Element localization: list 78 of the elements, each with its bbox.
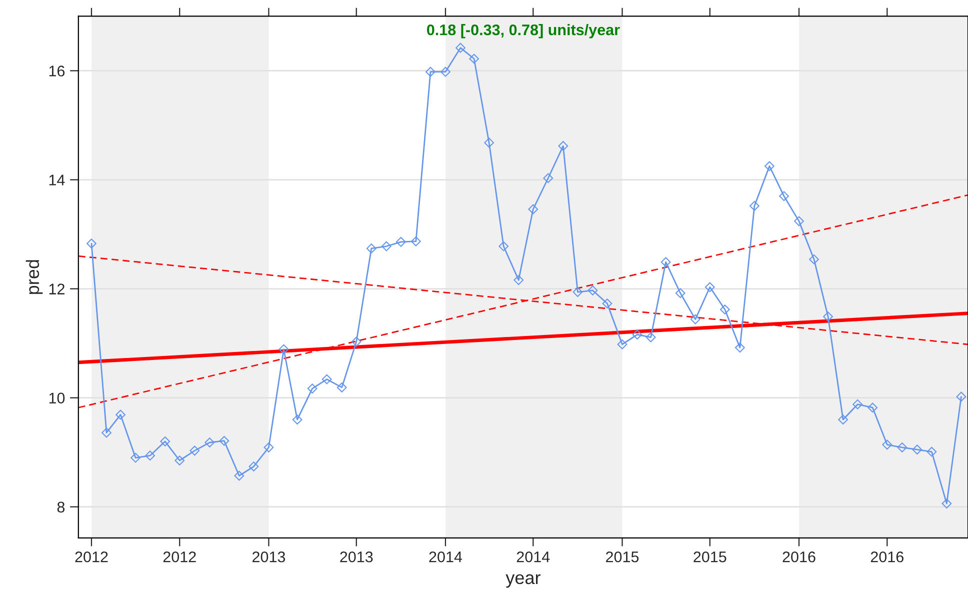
x-tick-label: 2014 bbox=[516, 551, 550, 562]
y-tick-label: 14 bbox=[49, 174, 65, 186]
x-tick-label: 2013 bbox=[340, 551, 373, 562]
point bbox=[572, 287, 583, 297]
point bbox=[734, 342, 745, 353]
point bbox=[498, 241, 509, 252]
point bbox=[809, 254, 819, 264]
point bbox=[675, 288, 686, 298]
x-tick-label: 2015 bbox=[606, 551, 639, 562]
point bbox=[690, 314, 700, 324]
point bbox=[602, 298, 612, 308]
point bbox=[794, 216, 804, 226]
point bbox=[264, 442, 274, 452]
point bbox=[204, 438, 215, 448]
point bbox=[838, 414, 848, 425]
y-axis-title: pred bbox=[26, 260, 43, 294]
x-axis-title: year bbox=[506, 574, 540, 588]
point bbox=[116, 410, 126, 420]
point bbox=[307, 384, 318, 394]
point bbox=[558, 141, 568, 151]
point bbox=[897, 442, 908, 452]
point bbox=[779, 191, 789, 202]
x-tick-label: 2013 bbox=[252, 551, 286, 562]
point bbox=[381, 241, 392, 252]
point bbox=[336, 382, 347, 392]
point bbox=[543, 173, 554, 184]
y-tick-label: 10 bbox=[49, 392, 65, 404]
point bbox=[130, 452, 140, 463]
point bbox=[660, 257, 671, 268]
point bbox=[704, 282, 715, 292]
x-tick-label: 2014 bbox=[429, 551, 462, 562]
point bbox=[942, 498, 952, 508]
point bbox=[174, 456, 185, 466]
point bbox=[278, 344, 289, 354]
x-tick-label: 2016 bbox=[782, 551, 816, 562]
annotation: 0.18 [-0.33, 0.78] units/year bbox=[427, 24, 620, 38]
point bbox=[484, 138, 494, 148]
point bbox=[456, 42, 466, 53]
point bbox=[720, 304, 730, 314]
point bbox=[926, 446, 937, 457]
point bbox=[912, 444, 922, 455]
point bbox=[632, 330, 642, 340]
point bbox=[514, 275, 524, 285]
x-tick-label: 2016 bbox=[870, 551, 904, 562]
point bbox=[469, 54, 479, 64]
x-tick-label: 2012 bbox=[75, 551, 108, 562]
x-tick-label: 2012 bbox=[163, 551, 196, 562]
point bbox=[852, 399, 863, 410]
y-tick-label: 16 bbox=[49, 66, 65, 76]
point bbox=[396, 236, 406, 247]
point bbox=[411, 236, 421, 246]
point bbox=[86, 238, 96, 248]
point bbox=[882, 440, 892, 450]
point bbox=[750, 200, 760, 211]
point bbox=[351, 336, 362, 347]
point bbox=[868, 402, 878, 413]
y-tick-label: 8 bbox=[57, 502, 65, 513]
point bbox=[823, 312, 833, 322]
point bbox=[588, 285, 598, 296]
point bbox=[160, 436, 170, 446]
point bbox=[956, 392, 966, 402]
point bbox=[234, 470, 244, 481]
point bbox=[102, 428, 112, 438]
point bbox=[617, 339, 628, 350]
y-tick-label: 12 bbox=[49, 284, 64, 294]
x-tick-label: 2015 bbox=[694, 551, 726, 562]
point bbox=[440, 66, 450, 77]
point bbox=[322, 374, 332, 384]
point bbox=[145, 450, 156, 461]
point bbox=[190, 446, 200, 456]
point bbox=[219, 436, 230, 446]
point bbox=[764, 161, 774, 172]
point bbox=[646, 332, 656, 342]
point bbox=[292, 414, 302, 425]
point bbox=[248, 462, 259, 472]
point bbox=[426, 66, 436, 77]
point bbox=[528, 204, 538, 214]
point bbox=[366, 244, 376, 254]
